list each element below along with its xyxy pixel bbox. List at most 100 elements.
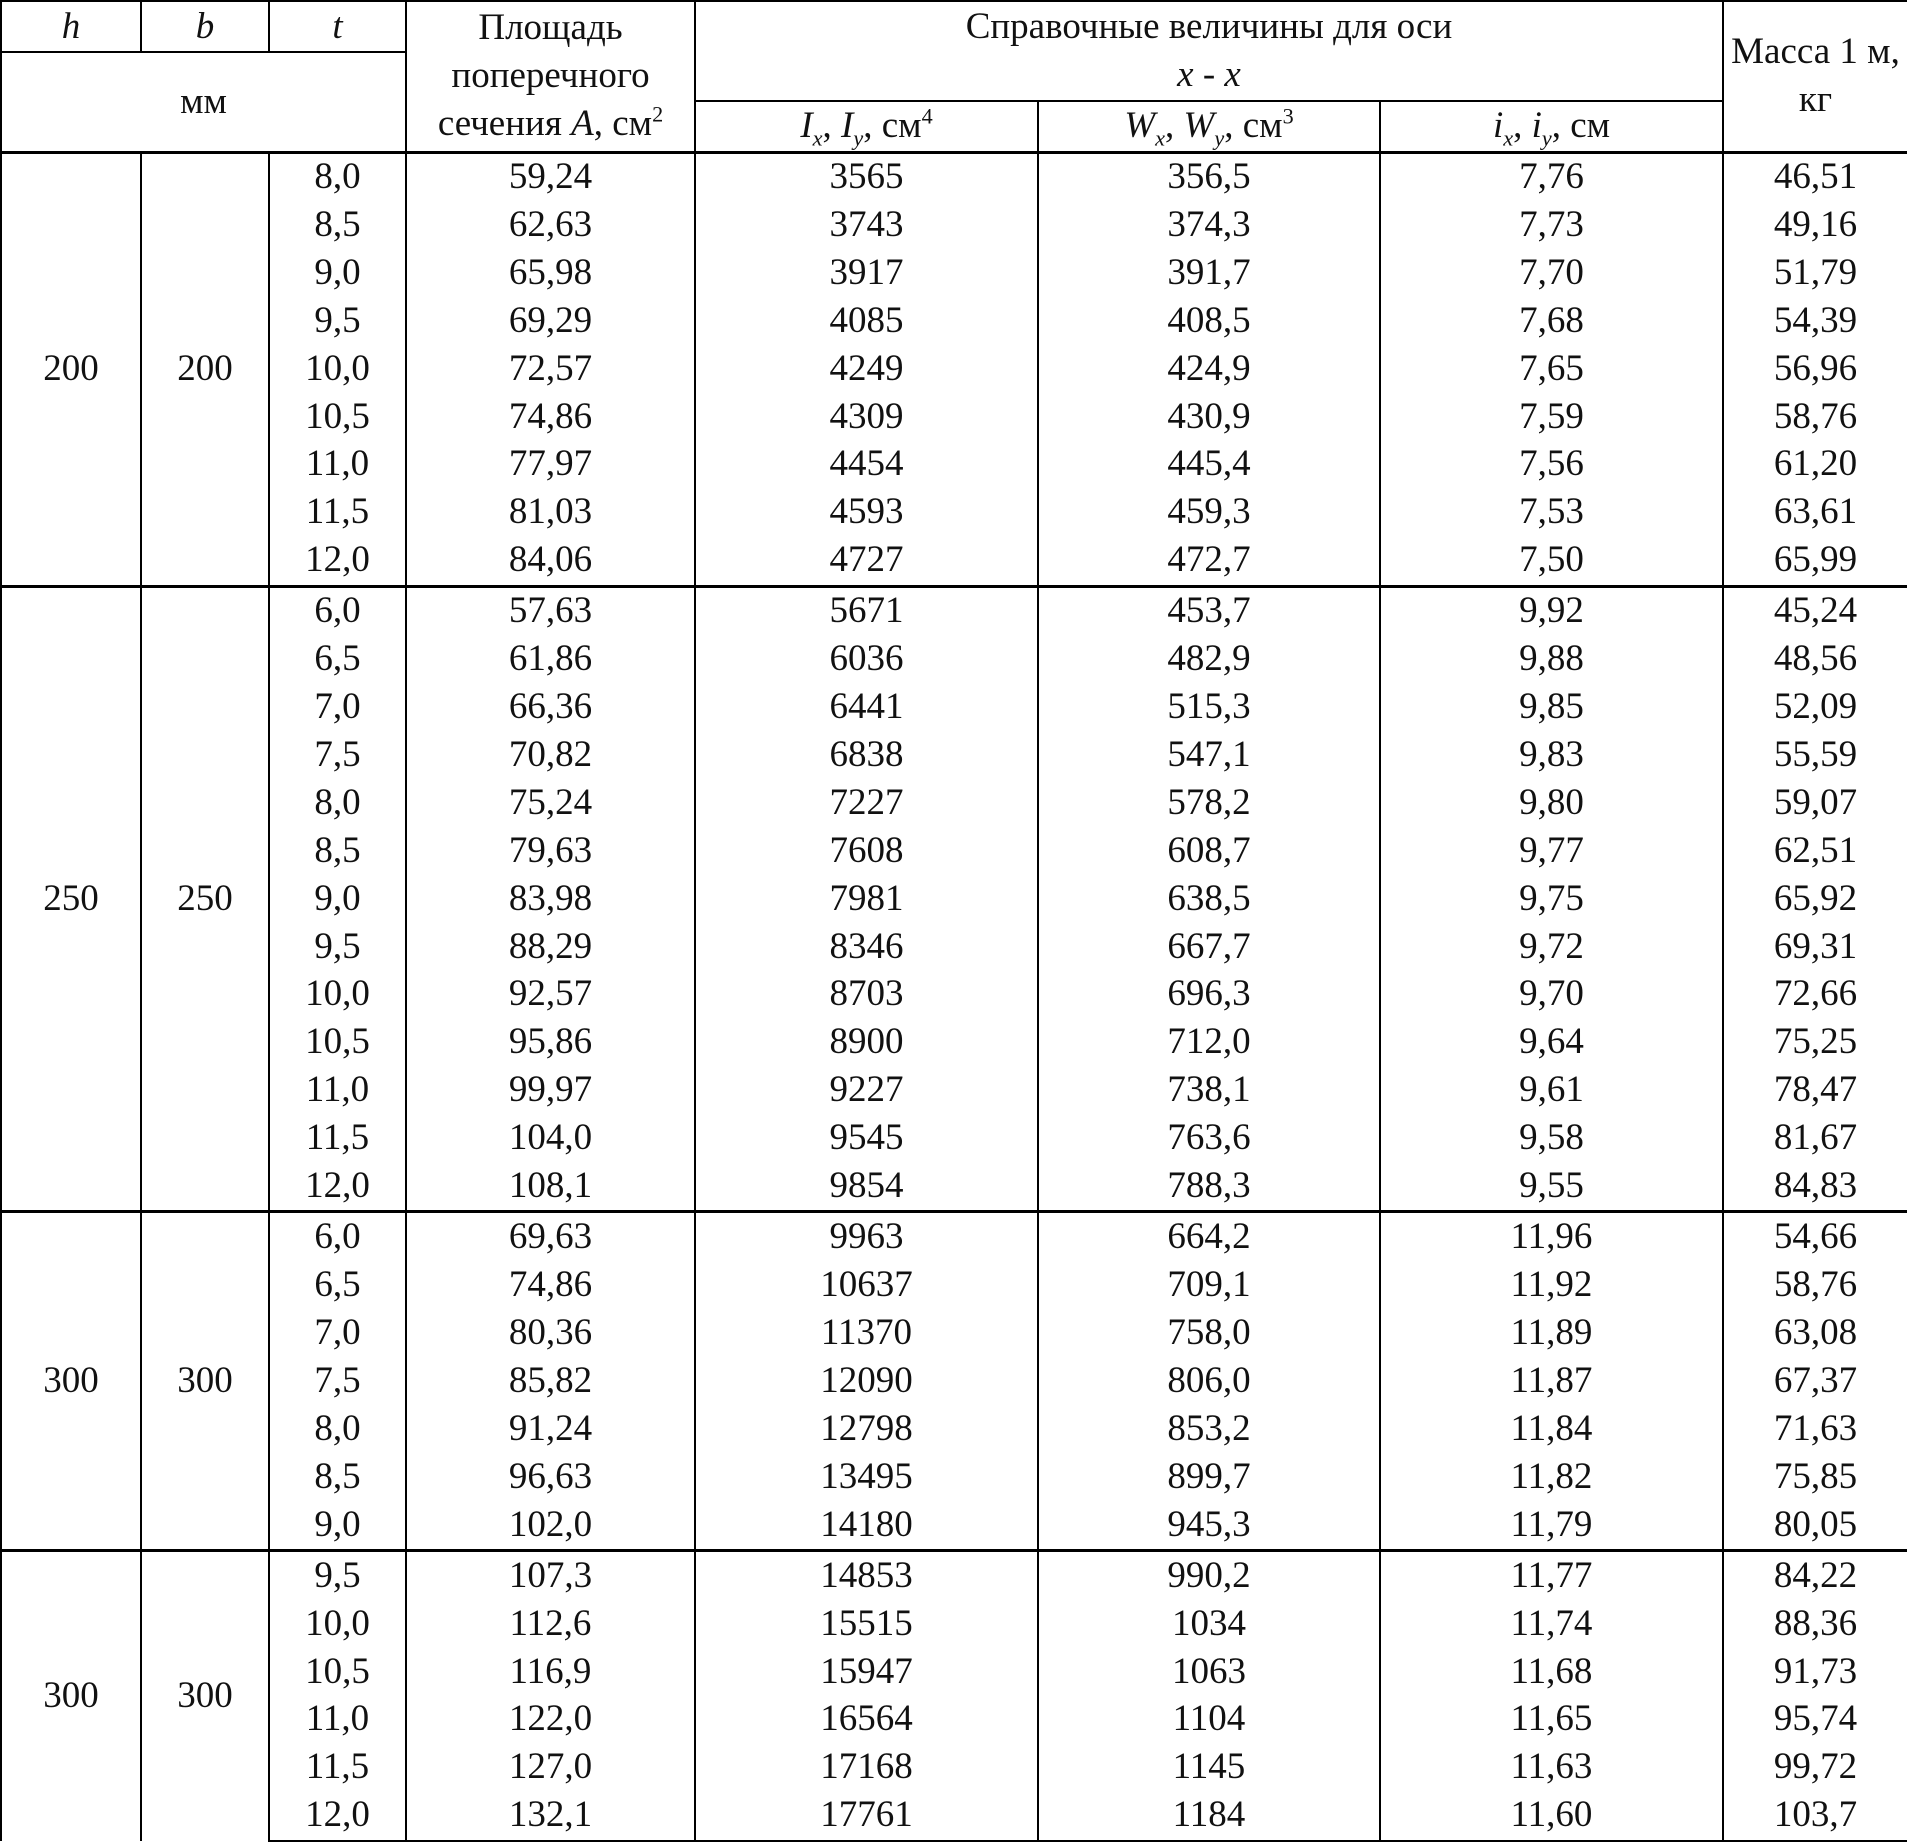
table-row: 6,5 74,86 10637 709,1 11,92 58,76 — [1, 1261, 1907, 1310]
header-text: W — [1124, 105, 1156, 147]
cell: 7227 — [694, 779, 1039, 828]
cell: 65,92 — [1722, 875, 1907, 924]
cell: 430,9 — [1037, 393, 1381, 441]
table-header: h b t Площадь поперечного сечения A, см2… — [0, 0, 1907, 153]
cell: 7,0 — [268, 1309, 407, 1358]
cell: 65,99 — [1722, 536, 1907, 587]
cell: 15515 — [694, 1600, 1039, 1649]
cell: 107,3 — [405, 1549, 696, 1601]
cell: 14853 — [694, 1549, 1039, 1601]
cell: 10637 — [694, 1261, 1039, 1310]
cell: 71,63 — [1722, 1405, 1907, 1453]
header-text: x — [1503, 125, 1514, 151]
cell: 85,82 — [405, 1357, 696, 1406]
cell: 11,5 — [268, 488, 407, 537]
cell: 899,7 — [1037, 1453, 1381, 1501]
cell: 62,63 — [405, 201, 696, 250]
cell: 459,3 — [1037, 488, 1381, 537]
cell: 92,57 — [405, 970, 696, 1019]
cell: 1063 — [1037, 1648, 1381, 1696]
header-cell: Wx, Wy, см3 — [1037, 100, 1381, 153]
cell: 14180 — [694, 1500, 1039, 1551]
table-row: 9,5 88,29 8346 667,7 9,72 69,31 — [1, 923, 1907, 971]
cell: 6838 — [694, 731, 1039, 780]
cell: 95,74 — [1722, 1695, 1907, 1744]
cell: 116,9 — [405, 1648, 696, 1696]
header-cell: мм — [0, 51, 407, 153]
cell: 9963 — [694, 1210, 1039, 1262]
cell: 8346 — [694, 923, 1039, 971]
cell: 4454 — [694, 440, 1039, 489]
cell: 112,6 — [405, 1600, 696, 1649]
cell: 17168 — [694, 1743, 1039, 1792]
table-row: 8,5 96,63 13495 899,7 11,82 75,85 — [1, 1453, 1907, 1501]
table-row: 10,0 112,6 15515 1034 11,74 88,36 — [1, 1600, 1907, 1649]
cell: 1184 — [1037, 1791, 1381, 1842]
table-row: 10,5 116,9 15947 1063 11,68 91,73 — [1, 1648, 1907, 1696]
cell: 6,0 — [268, 1210, 407, 1262]
header-text: i — [1531, 105, 1542, 147]
header-cell: Площадь поперечного сечения A, см2 — [405, 0, 696, 153]
cell: 11,74 — [1379, 1600, 1724, 1649]
cell-h: 200 — [0, 150, 142, 587]
cell: 9,58 — [1379, 1114, 1724, 1163]
cell: 62,51 — [1722, 827, 1907, 876]
cell: 391,7 — [1037, 249, 1381, 298]
table-row: 11,5 104,0 9545 763,6 9,58 81,67 — [1, 1114, 1907, 1163]
cell: 9,64 — [1379, 1018, 1724, 1067]
cell: 853,2 — [1037, 1405, 1381, 1453]
cell: 7,50 — [1379, 536, 1724, 587]
table-row: 10,0 92,57 8703 696,3 9,70 72,66 — [1, 970, 1907, 1019]
cell: 11,0 — [268, 1695, 407, 1744]
cell: 408,5 — [1037, 297, 1381, 346]
cell: 7,5 — [268, 1357, 407, 1406]
cell-b: 300 — [140, 1210, 270, 1551]
header-text: Площадь поперечного сечения — [437, 7, 650, 145]
cell: 81,67 — [1722, 1114, 1907, 1163]
cell: 61,20 — [1722, 440, 1907, 489]
cell: 9,75 — [1379, 875, 1724, 924]
cell: 70,82 — [405, 731, 696, 780]
cell: 9,55 — [1379, 1162, 1724, 1212]
table-row: 10,0 72,57 4249 424,9 7,65 56,96 — [1, 345, 1907, 394]
header-text: 4 — [921, 103, 933, 129]
cell: 9854 — [694, 1162, 1039, 1212]
cell: 8,0 — [268, 779, 407, 828]
cell: 9,0 — [268, 875, 407, 924]
cell: 69,31 — [1722, 923, 1907, 971]
cell: 17761 — [694, 1791, 1039, 1842]
header-cell: b — [140, 0, 270, 53]
cell-h: 250 — [0, 584, 142, 1212]
cell: 84,22 — [1722, 1549, 1907, 1601]
cell: 6036 — [694, 635, 1039, 684]
cell: 806,0 — [1037, 1357, 1381, 1406]
table-row: 9,0 102,0 14180 945,3 11,79 80,05 — [1, 1500, 1907, 1551]
cell: 46,51 — [1722, 150, 1907, 202]
cell: 709,1 — [1037, 1261, 1381, 1310]
cell: 8,0 — [268, 150, 407, 202]
cell: 9,80 — [1379, 779, 1724, 828]
header-text: y — [1541, 125, 1552, 151]
cell: 108,1 — [405, 1162, 696, 1212]
table-row: 9,5 69,29 4085 408,5 7,68 54,39 — [1, 297, 1907, 346]
cell: 57,63 — [405, 584, 696, 636]
cell: 54,39 — [1722, 297, 1907, 346]
cell: 3565 — [694, 150, 1039, 202]
table-row: 8,5 62,63 3743 374,3 7,73 49,16 — [1, 201, 1907, 250]
cell: 945,3 — [1037, 1500, 1381, 1551]
table-row: 300 300 6,0 69,63 9963 664,2 11,96 54,66 — [0, 1210, 1907, 1551]
header-text: Справочные величины для оси — [965, 6, 1453, 47]
cell: 132,1 — [405, 1791, 696, 1842]
header-text: 3 — [1282, 103, 1294, 129]
cell: 12,0 — [268, 1162, 407, 1212]
header-text: , см — [1224, 105, 1283, 147]
cell: 75,25 — [1722, 1018, 1907, 1067]
header-cell: Ix, Iy, см4 — [694, 100, 1039, 153]
cell: 356,5 — [1037, 150, 1381, 202]
cell: 738,1 — [1037, 1066, 1381, 1115]
cell: 990,2 — [1037, 1549, 1381, 1601]
cell: 8703 — [694, 970, 1039, 1019]
cell: 77,97 — [405, 440, 696, 489]
cell: 11,68 — [1379, 1648, 1724, 1696]
cell: 7,65 — [1379, 345, 1724, 394]
